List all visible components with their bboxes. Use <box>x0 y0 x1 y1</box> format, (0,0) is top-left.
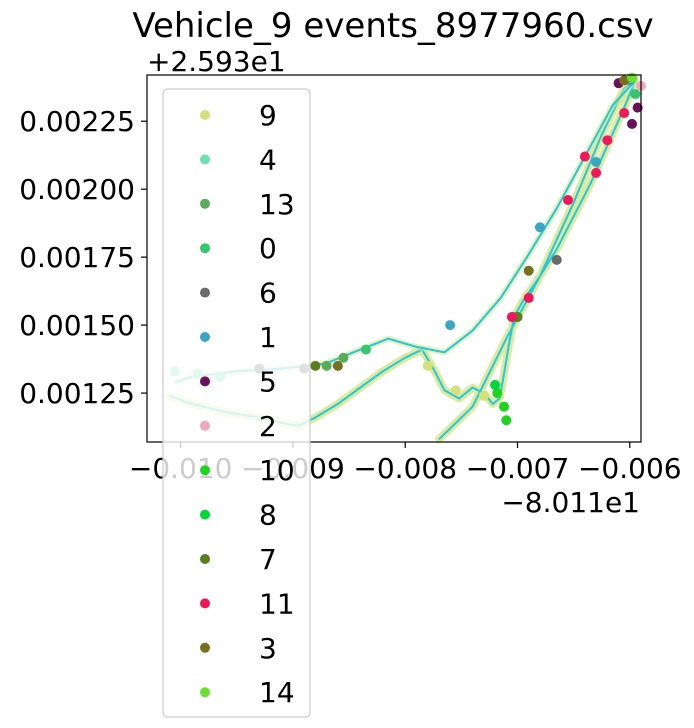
point-3 <box>332 360 343 371</box>
point-9 <box>478 390 489 401</box>
legend-marker-3 <box>200 642 210 653</box>
point-11 <box>591 167 602 178</box>
point-5 <box>627 118 638 129</box>
legend-marker-11 <box>200 598 210 609</box>
legend-marker-6 <box>200 287 210 298</box>
legend-marker-1 <box>200 332 210 342</box>
legend-marker-0 <box>200 243 210 254</box>
legend-label-11: 11 <box>259 587 295 620</box>
x-tick-label: −0.008 <box>353 452 457 485</box>
point-1 <box>445 320 456 331</box>
legend-marker-4 <box>200 154 210 165</box>
legend-label-10: 10 <box>259 454 295 487</box>
legend-marker-10 <box>200 465 210 476</box>
x-tick-label: −0.006 <box>578 452 682 485</box>
y-tick-label: 0.00125 <box>19 377 135 410</box>
legend-label-14: 14 <box>259 676 295 709</box>
legend-marker-8 <box>200 509 210 520</box>
point-3 <box>523 265 534 276</box>
point-11 <box>602 135 613 146</box>
legend-label-4: 4 <box>259 143 277 176</box>
point-9 <box>450 385 461 396</box>
y-tick-label: 0.00225 <box>19 105 135 138</box>
legend: 9 4 13 0 6 1 5 2 10 8 7 11 3 14 <box>162 88 311 718</box>
legend-label-2: 2 <box>259 410 277 443</box>
point-6 <box>551 254 562 265</box>
point-9 <box>422 360 433 371</box>
legend-label-6: 6 <box>259 277 277 310</box>
legend-marker-9 <box>200 110 210 120</box>
plot-frame <box>146 74 642 443</box>
x-offset-label: −8.011e1 <box>501 486 640 519</box>
point-0 <box>360 344 371 355</box>
point-0 <box>630 89 641 100</box>
point-8 <box>490 379 501 390</box>
legend-box <box>162 88 311 718</box>
point-3 <box>619 75 630 86</box>
y-offset-label: +2.593e1 <box>147 45 286 78</box>
point-11 <box>579 151 590 162</box>
legend-label-13: 13 <box>259 188 295 221</box>
point-13 <box>321 360 332 371</box>
legend-label-5: 5 <box>259 365 277 398</box>
y-axis: 0.00125 0.00150 0.00175 0.00200 0.00225 <box>19 105 147 410</box>
legend-label-0: 0 <box>259 232 277 265</box>
point-11 <box>506 311 517 322</box>
legend-marker-2 <box>200 420 210 431</box>
point-11 <box>523 292 534 303</box>
y-tick-label: 0.00150 <box>19 309 135 342</box>
point-7 <box>310 360 321 371</box>
point-14 <box>627 72 638 83</box>
point-11 <box>619 108 630 119</box>
legend-marker-14 <box>200 687 210 698</box>
point-13 <box>338 352 349 363</box>
point-5 <box>632 102 643 113</box>
point-1 <box>591 156 602 167</box>
legend-label-1: 1 <box>259 321 277 354</box>
legend-marker-5 <box>200 376 210 387</box>
legend-marker-13 <box>200 198 210 209</box>
point-1 <box>534 222 545 233</box>
legend-label-7: 7 <box>259 543 277 576</box>
point-10 <box>501 415 512 426</box>
legend-label-9: 9 <box>259 99 277 132</box>
point-10 <box>499 401 510 412</box>
point-11 <box>563 195 574 206</box>
legend-label-8: 8 <box>259 499 277 532</box>
legend-label-3: 3 <box>259 632 277 665</box>
x-tick-label: −0.007 <box>466 452 570 485</box>
point-10 <box>492 388 503 399</box>
legend-marker-7 <box>200 554 210 564</box>
y-tick-label: 0.00175 <box>19 241 135 274</box>
y-tick-label: 0.00200 <box>19 173 135 206</box>
chart-title: Vehicle_9 events_8977960.csv <box>132 6 653 46</box>
